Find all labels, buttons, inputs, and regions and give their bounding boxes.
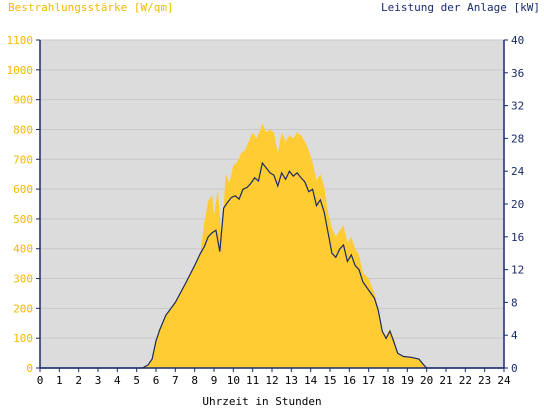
x-tick-label: 8 xyxy=(191,374,198,387)
x-tick-label: 23 xyxy=(478,374,491,387)
x-tick-label: 19 xyxy=(401,374,414,387)
right-tick-label: 12 xyxy=(511,264,524,277)
x-tick-label: 15 xyxy=(323,374,336,387)
x-tick-label: 17 xyxy=(362,374,375,387)
right-tick-label: 0 xyxy=(511,362,518,375)
right-tick-label: 8 xyxy=(511,296,518,309)
x-tick-label: 4 xyxy=(114,374,121,387)
left-axis-ticks: 0 100 200 300 400 500 600 700 800 900 1000 1100 xyxy=(7,34,40,375)
x-tick-label: 5 xyxy=(133,374,140,387)
x-tick-label: 13 xyxy=(285,374,298,387)
left-tick-label: 900 xyxy=(13,94,33,107)
x-tick-label: 1 xyxy=(56,374,63,387)
left-tick-label: 1100 xyxy=(7,34,34,47)
left-tick-label: 800 xyxy=(13,123,33,136)
power-line xyxy=(40,161,504,369)
x-tick-label: 2 xyxy=(75,374,82,387)
x-tick-label: 20 xyxy=(420,374,433,387)
left-tick-label: 600 xyxy=(13,183,33,196)
x-tick-label: 10 xyxy=(227,374,240,387)
right-tick-label: 32 xyxy=(511,100,524,113)
x-axis-ticks: 0 1 2 3 4 5 6 7 8 9 10 11 12 13 14 15 16 17 18 19 20 21 22 23 24 xyxy=(37,368,511,387)
right-tick-label: 20 xyxy=(511,198,524,211)
x-tick-label: 24 xyxy=(497,374,511,387)
x-tick-label: 11 xyxy=(246,374,259,387)
right-tick-label: 24 xyxy=(511,165,525,178)
left-axis-title: Bestrahlungsstärke [W/qm] xyxy=(8,1,174,14)
left-tick-label: 400 xyxy=(13,243,33,256)
x-tick-label: 6 xyxy=(153,374,160,387)
right-axis-title: Leistung der Anlage [kW] xyxy=(381,1,540,14)
x-tick-label: 21 xyxy=(439,374,452,387)
x-tick-label: 16 xyxy=(343,374,356,387)
x-axis-title: Uhrzeit in Stunden xyxy=(202,395,321,408)
x-tick-label: 14 xyxy=(304,374,318,387)
left-tick-label: 1000 xyxy=(7,64,34,77)
x-tick-label: 12 xyxy=(265,374,278,387)
irradiance-area xyxy=(40,123,504,369)
left-tick-label: 0 xyxy=(26,362,33,375)
x-tick-label: 7 xyxy=(172,374,179,387)
left-tick-label: 300 xyxy=(13,273,33,286)
left-tick-label: 700 xyxy=(13,153,33,166)
left-tick-label: 200 xyxy=(13,302,33,315)
x-tick-label: 18 xyxy=(381,374,394,387)
x-tick-label: 0 xyxy=(37,374,44,387)
right-tick-label: 4 xyxy=(511,329,518,342)
x-tick-label: 22 xyxy=(459,374,472,387)
right-tick-label: 28 xyxy=(511,132,524,145)
x-tick-label: 3 xyxy=(95,374,102,387)
right-tick-label: 36 xyxy=(511,67,524,80)
right-axis-ticks: 0 4 8 12 16 20 24 28 32 36 40 xyxy=(504,34,525,375)
left-tick-label: 100 xyxy=(13,332,33,345)
left-tick-label: 500 xyxy=(13,213,33,226)
x-tick-label: 9 xyxy=(211,374,218,387)
right-tick-label: 40 xyxy=(511,34,524,47)
right-tick-label: 16 xyxy=(511,231,524,244)
